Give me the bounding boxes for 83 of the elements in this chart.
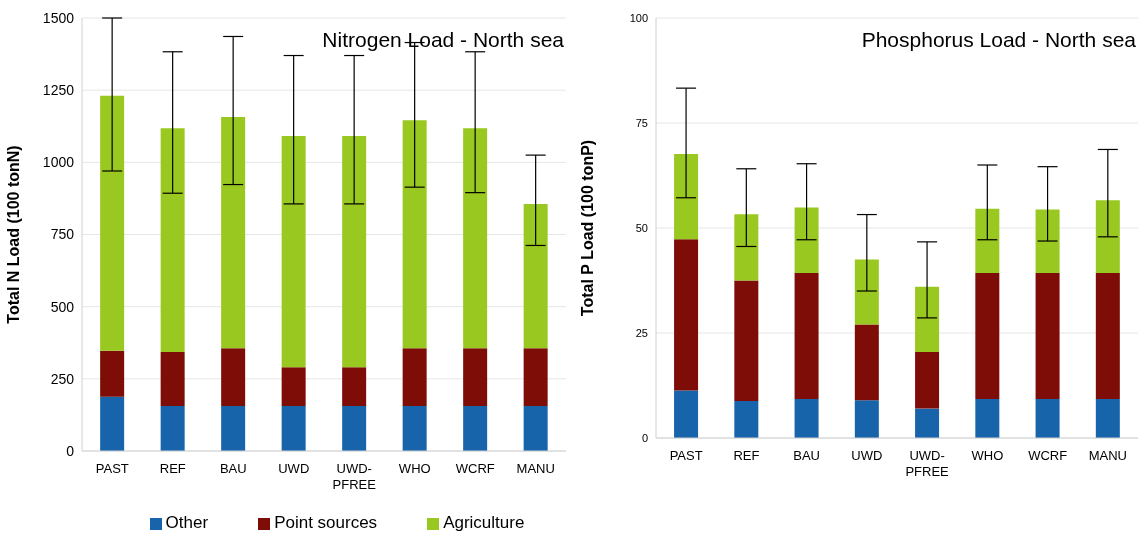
x-tick-label: UWD [278,461,310,476]
bar [915,286,940,352]
bar [915,351,940,409]
bar [734,214,759,281]
bar [1095,398,1120,438]
y-tick-label: 750 [50,226,75,243]
bar [975,208,1000,273]
bar [854,324,879,401]
bar [975,398,1000,438]
y-tick-label: 0 [66,442,75,459]
x-tick-label: REF [159,461,186,476]
x-tick-label: PAST [95,461,129,476]
y-tick-label: 500 [50,298,75,315]
bar [975,272,1000,399]
bar [734,401,759,438]
bar [674,154,699,240]
x-tick-label: BAU [793,448,820,463]
bar [674,390,699,438]
bar [523,405,548,451]
bar [160,351,185,406]
x-tick-label: WCRF [1028,448,1068,463]
text: Nitrogen Load - North sea [322,28,564,52]
y-tick-label: 250 [50,370,75,387]
bar [281,405,306,451]
bar [342,367,367,406]
bar [221,117,246,349]
y-axis-title: Total N Load (100 tonN) [4,145,22,324]
y-tick-label: 1500 [42,9,75,26]
bar [221,405,246,451]
bar [160,405,185,451]
x-tick-label: WHO [398,461,431,476]
x-tick-label: WCRF [455,461,495,476]
y-tick-label: 75 [635,116,648,129]
text: Phosphorus Load - North sea [861,28,1136,52]
bar [794,398,819,438]
bar [100,95,125,351]
y-tick-label: 50 [635,221,648,234]
y-tick-label: 1250 [42,82,75,99]
y-tick-label: 0 [641,431,648,444]
bar [342,405,367,451]
bar [463,128,488,349]
x-tick-label: UWD [851,448,883,463]
bar [523,203,548,349]
bar [463,348,488,406]
bar [1095,272,1120,399]
bar [221,348,246,406]
x-tick-label: REF [733,448,760,463]
bar [915,408,940,438]
bar [674,239,699,391]
bar [160,128,185,352]
bar [794,207,819,273]
x-tick-label: PAST [669,448,703,463]
bar [523,348,548,406]
bar [100,396,125,451]
bar [1035,398,1060,438]
bar [100,350,125,397]
y-axis-title: Total P Load (100 tonP) [578,139,596,317]
legend-label: Agriculture [443,513,525,532]
bar [402,120,427,349]
bar [1035,272,1060,399]
x-tick-label: BAU [219,461,247,476]
x-tick-label: MANU [516,461,555,476]
legend-label: Point sources [274,513,378,532]
bar [342,136,367,368]
x-tick-label: MANU [1088,448,1128,463]
bar [1035,209,1060,273]
x-tick-label: UWD-PFREE [332,461,377,492]
bar [281,367,306,406]
bar [854,400,879,438]
bar [463,405,488,451]
x-tick-label: WHO [971,448,1004,463]
bar [1095,200,1120,273]
y-tick-label: 100 [629,11,648,24]
y-tick-label: 1000 [42,154,75,171]
y-tick-label: 25 [635,326,648,339]
bar [402,348,427,406]
bar [402,405,427,451]
bar [734,280,759,402]
bar [854,259,879,325]
x-tick-label: UWD-PFREE [905,448,950,479]
bar [794,272,819,399]
legend-label: Other [165,513,209,532]
bar [281,136,306,368]
